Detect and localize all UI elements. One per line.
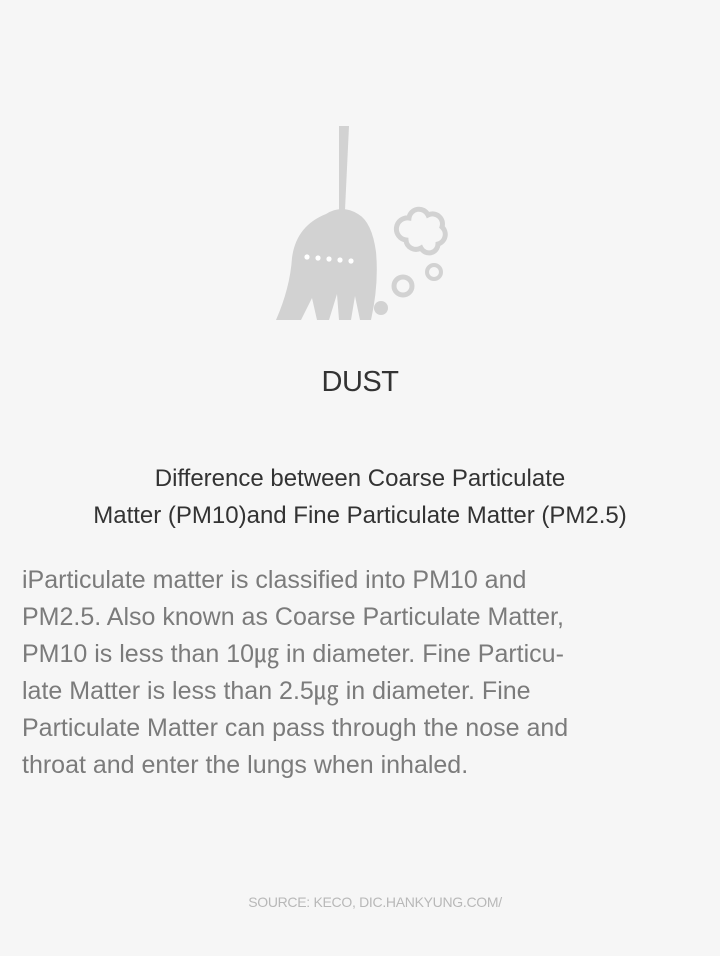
subtitle-line: Matter (PM10)and Fine Particulate Matter…	[93, 502, 627, 529]
body-line: late Matter is less than 2.5㎍ in diamete…	[22, 677, 531, 705]
source-credit: SOURCE: KECO, DIC.HANKYUNG.COM/	[248, 894, 502, 910]
body-line: Particulate Matter can pass through the …	[22, 714, 569, 742]
body-line: PM10 is less than 10㎍ in diameter. Fine …	[22, 640, 564, 668]
page-title: DUST	[321, 366, 399, 398]
body-paragraph: iParticulate matter is classified into P…	[22, 562, 712, 784]
body-line: throat and enter the lungs when inhaled.	[22, 751, 469, 779]
subtitle-line: Difference between Coarse Particulate	[154, 465, 566, 492]
body-line: iParticulate matter is classified into P…	[22, 566, 527, 594]
subtitle: Difference between Coarse Particulate Ma…	[0, 460, 720, 534]
broom-icon	[268, 118, 458, 328]
body-line: PM2.5. Also known as Coarse Particulate …	[22, 603, 564, 631]
